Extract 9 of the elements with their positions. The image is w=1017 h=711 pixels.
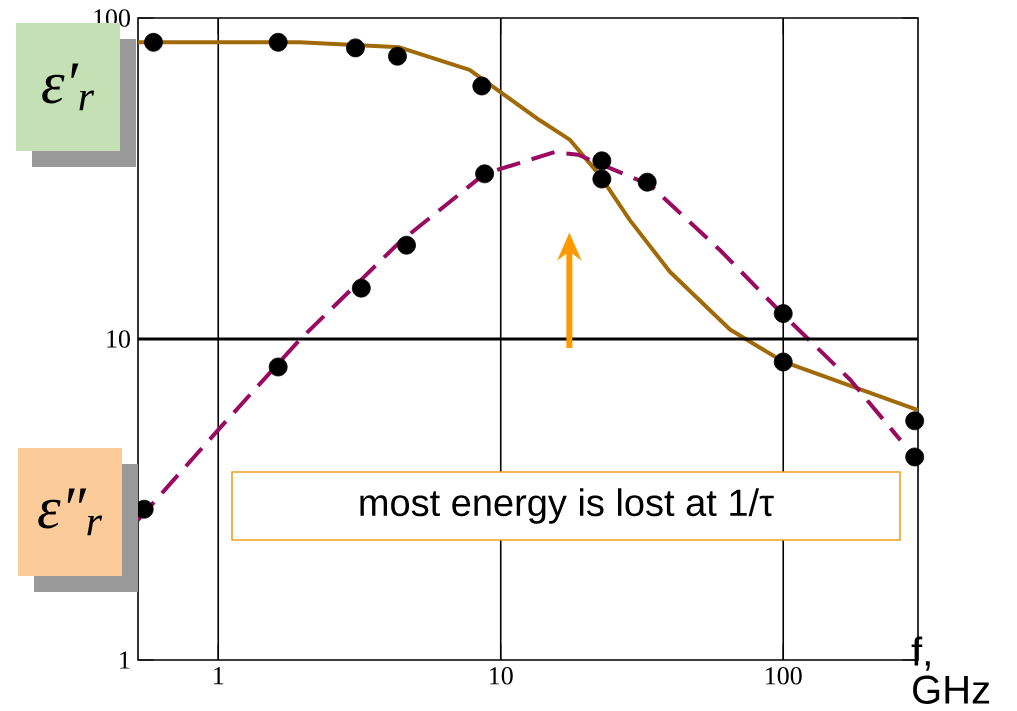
x-tick-label: 10 bbox=[490, 667, 513, 685]
text: ε″$_{r}$ bbox=[38, 488, 103, 536]
y-tick-label: 10 bbox=[107, 330, 130, 348]
annotation: most energy is lost at 1/τ bbox=[360, 488, 774, 524]
x-tick-label: 1 bbox=[214, 667, 224, 685]
text: ε′$_{r}$ bbox=[42, 63, 95, 111]
y-tick-label: 1 bbox=[120, 651, 130, 669]
x-axis-title: f, GHz bbox=[911, 636, 990, 704]
x-tick-label: 100 bbox=[766, 667, 802, 685]
